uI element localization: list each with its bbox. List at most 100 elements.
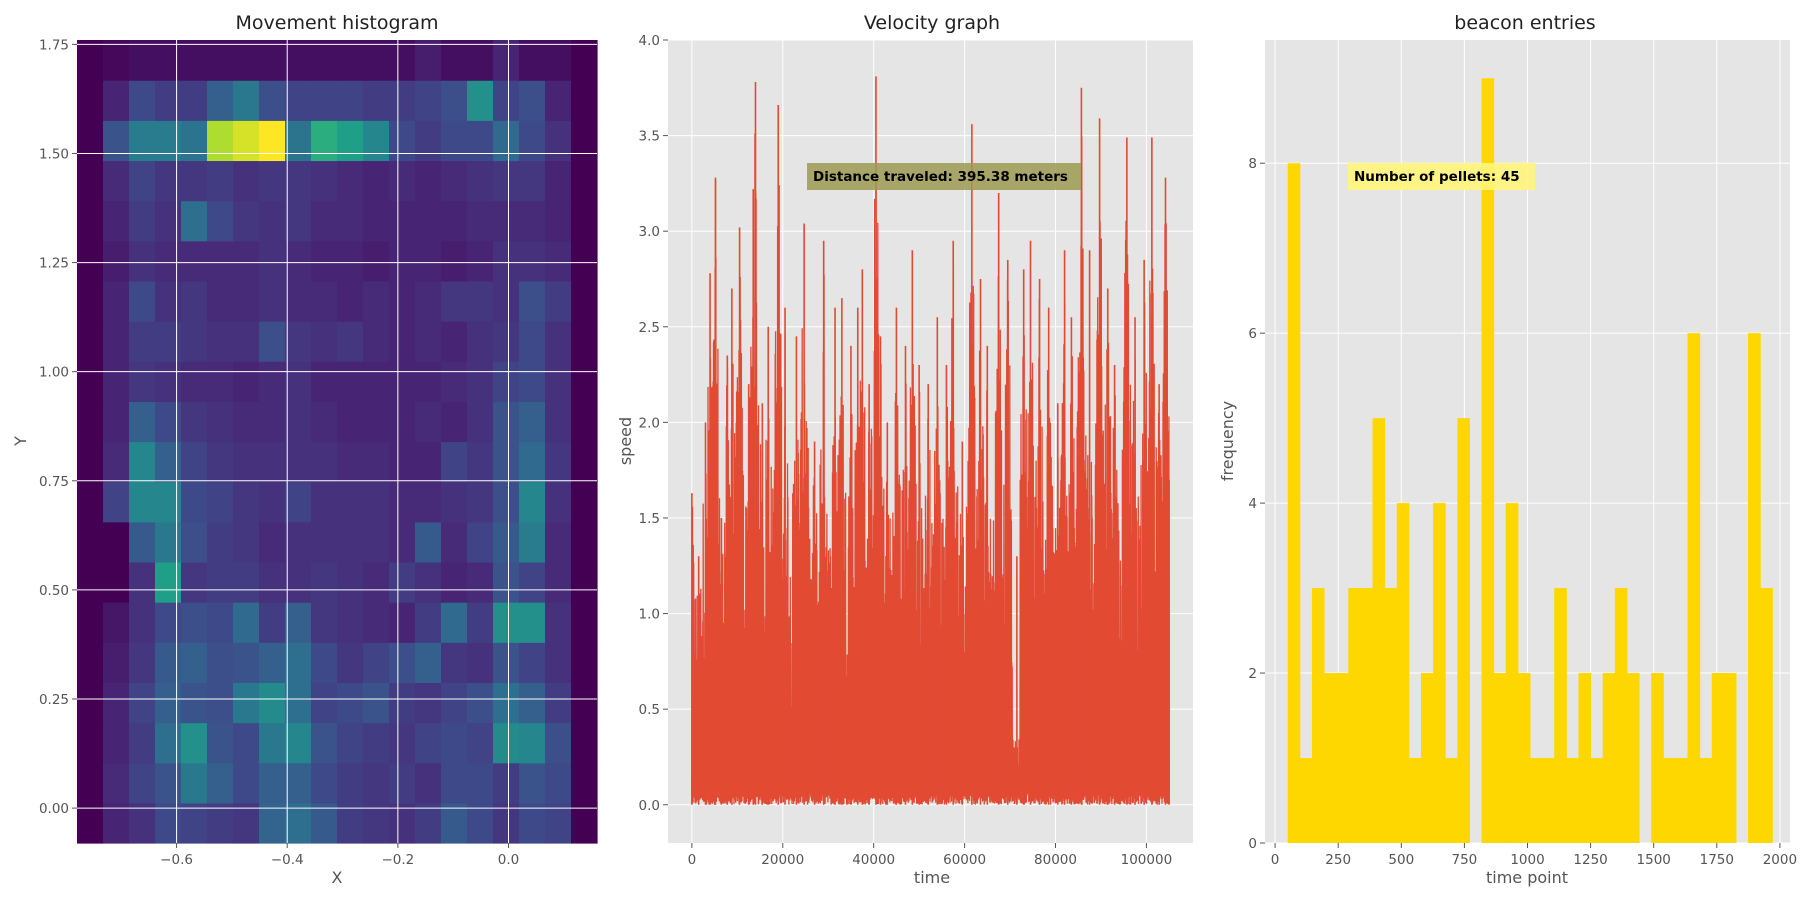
heatmap-cell bbox=[285, 602, 312, 643]
heatmap-cell bbox=[467, 200, 494, 242]
heatmap-cell bbox=[233, 441, 260, 483]
heatmap-cell bbox=[77, 361, 104, 402]
x-tick-label: −0.2 bbox=[381, 852, 414, 868]
heatmap-cell bbox=[311, 361, 338, 402]
heatmap-cell bbox=[519, 240, 546, 282]
y-tick-label: 1.50 bbox=[39, 146, 69, 162]
heatmap-cell bbox=[155, 441, 182, 483]
heatmap-cell bbox=[311, 802, 338, 844]
heatmap-cell bbox=[311, 240, 338, 282]
heatmap-cell bbox=[415, 802, 442, 844]
heatmap-cell bbox=[311, 200, 338, 242]
y-tick-label: 0 bbox=[1248, 836, 1257, 852]
heatmap-cell bbox=[129, 722, 156, 764]
heatmap-cell bbox=[155, 642, 182, 683]
heatmap-cell bbox=[415, 481, 442, 523]
heatmap-cell bbox=[545, 280, 572, 322]
heatmap-cell bbox=[493, 722, 520, 764]
heatmap-cell bbox=[467, 441, 494, 483]
heatmap-cell bbox=[493, 280, 520, 322]
beacon-bar bbox=[1566, 758, 1579, 843]
heatmap-cell bbox=[103, 40, 130, 81]
heatmap-cell bbox=[311, 441, 338, 483]
heatmap-cell bbox=[129, 762, 156, 804]
heatmap-cell bbox=[389, 561, 416, 603]
heatmap-cell bbox=[155, 561, 182, 603]
heatmap-cell bbox=[129, 160, 156, 202]
heatmap-cell bbox=[337, 602, 364, 643]
heatmap-cell bbox=[103, 682, 130, 724]
heatmap-cell bbox=[181, 762, 208, 804]
y-tick-label: 1.0 bbox=[639, 607, 660, 623]
heatmap-cell bbox=[155, 802, 182, 844]
heatmap-cell bbox=[493, 561, 520, 603]
heatmap-cell bbox=[233, 401, 260, 443]
beacon-bar bbox=[1336, 673, 1349, 843]
x-tick-label: 1250 bbox=[1573, 852, 1607, 868]
heatmap-cell bbox=[467, 160, 494, 202]
heatmap-cell bbox=[155, 762, 182, 804]
heatmap-cell bbox=[519, 321, 546, 362]
heatmap-cell bbox=[285, 441, 312, 483]
heatmap-cell bbox=[337, 40, 364, 81]
x-tick-label: 100000 bbox=[1121, 852, 1173, 868]
heatmap-cell bbox=[259, 280, 286, 322]
heatmap-cell bbox=[519, 441, 546, 483]
y-tick-label: 1.5 bbox=[639, 511, 660, 527]
y-tick-label: 0.5 bbox=[639, 702, 660, 718]
heatmap-cell bbox=[103, 802, 130, 844]
heatmap-cell bbox=[77, 40, 104, 81]
heatmap-cell bbox=[467, 602, 494, 643]
heatmap-cell bbox=[467, 481, 494, 523]
heatmap-cell bbox=[259, 642, 286, 683]
heatmap-cell bbox=[415, 521, 442, 563]
heatmap-cell bbox=[467, 80, 494, 121]
heatmap-cell bbox=[571, 160, 598, 202]
heatmap-cell bbox=[155, 240, 182, 282]
heatmap-cell bbox=[545, 802, 572, 844]
heatmap-cell bbox=[467, 561, 494, 603]
heatmap-cell bbox=[207, 280, 234, 322]
heatmap-cell bbox=[181, 521, 208, 563]
heatmap-cell bbox=[337, 80, 364, 121]
beacon-bar bbox=[1493, 673, 1507, 843]
heatmap-cell bbox=[181, 441, 208, 483]
y-tick-label: 0.75 bbox=[39, 474, 69, 490]
heatmap-cell bbox=[233, 682, 260, 724]
heatmap-cell bbox=[545, 682, 572, 724]
heatmap-cell bbox=[103, 401, 130, 443]
beacon-bar bbox=[1578, 673, 1592, 843]
beacon-bar bbox=[1311, 588, 1325, 843]
heatmap-cell bbox=[441, 40, 468, 81]
heatmap-cell bbox=[285, 361, 312, 402]
beacon-x-label: time point bbox=[1486, 868, 1568, 887]
beacon-bar bbox=[1372, 418, 1386, 843]
heatmap-cell bbox=[389, 321, 416, 362]
heatmap-cell bbox=[441, 682, 468, 724]
heatmap-cell bbox=[545, 160, 572, 202]
heatmap-cell bbox=[363, 722, 390, 764]
distance-annotation-box bbox=[807, 163, 1081, 190]
x-tick-label: 60000 bbox=[943, 852, 986, 868]
heatmap-cell bbox=[207, 521, 234, 563]
heatmap-cell bbox=[389, 240, 416, 282]
heatmap-y-label: Y bbox=[11, 436, 30, 447]
heatmap-cell bbox=[467, 321, 494, 362]
heatmap-cell bbox=[415, 160, 442, 202]
heatmap-cell bbox=[233, 722, 260, 764]
beacon-bar bbox=[1360, 588, 1374, 843]
heatmap-cell bbox=[415, 361, 442, 402]
heatmap-cell bbox=[545, 441, 572, 483]
heatmap-cell bbox=[259, 441, 286, 483]
y-tick-label: 4.0 bbox=[639, 33, 660, 49]
heatmap-cell bbox=[467, 642, 494, 683]
heatmap-cell bbox=[441, 481, 468, 523]
heatmap-cell bbox=[441, 722, 468, 764]
heatmap-cell bbox=[233, 521, 260, 563]
heatmap-cell bbox=[155, 401, 182, 443]
heatmap-cell bbox=[311, 762, 338, 804]
heatmap-cell bbox=[415, 762, 442, 804]
heatmap-cell bbox=[337, 642, 364, 683]
heatmap-cell bbox=[571, 642, 598, 683]
